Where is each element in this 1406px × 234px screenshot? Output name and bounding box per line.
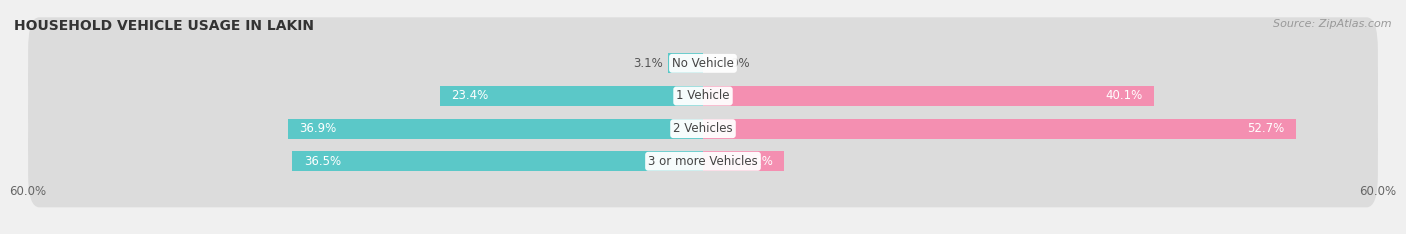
Text: HOUSEHOLD VEHICLE USAGE IN LAKIN: HOUSEHOLD VEHICLE USAGE IN LAKIN <box>14 19 314 33</box>
Text: 40.1%: 40.1% <box>1105 89 1143 102</box>
Text: 52.7%: 52.7% <box>1247 122 1285 135</box>
Bar <box>703 119 1296 139</box>
Text: 0.0%: 0.0% <box>720 57 749 70</box>
FancyBboxPatch shape <box>28 115 1378 207</box>
Bar <box>703 86 1154 106</box>
Text: 3.1%: 3.1% <box>633 57 662 70</box>
Bar <box>288 119 703 139</box>
Bar <box>292 151 703 172</box>
Text: 7.2%: 7.2% <box>742 155 773 168</box>
Text: 3 or more Vehicles: 3 or more Vehicles <box>648 155 758 168</box>
FancyBboxPatch shape <box>28 83 1378 175</box>
Text: 36.9%: 36.9% <box>299 122 336 135</box>
Text: Source: ZipAtlas.com: Source: ZipAtlas.com <box>1274 19 1392 29</box>
Text: 23.4%: 23.4% <box>451 89 488 102</box>
Bar <box>440 86 703 106</box>
Bar <box>668 53 703 73</box>
FancyBboxPatch shape <box>28 50 1378 142</box>
Text: 2 Vehicles: 2 Vehicles <box>673 122 733 135</box>
Text: No Vehicle: No Vehicle <box>672 57 734 70</box>
Text: 1 Vehicle: 1 Vehicle <box>676 89 730 102</box>
FancyBboxPatch shape <box>28 17 1378 109</box>
Bar <box>703 151 785 172</box>
Text: 36.5%: 36.5% <box>304 155 340 168</box>
